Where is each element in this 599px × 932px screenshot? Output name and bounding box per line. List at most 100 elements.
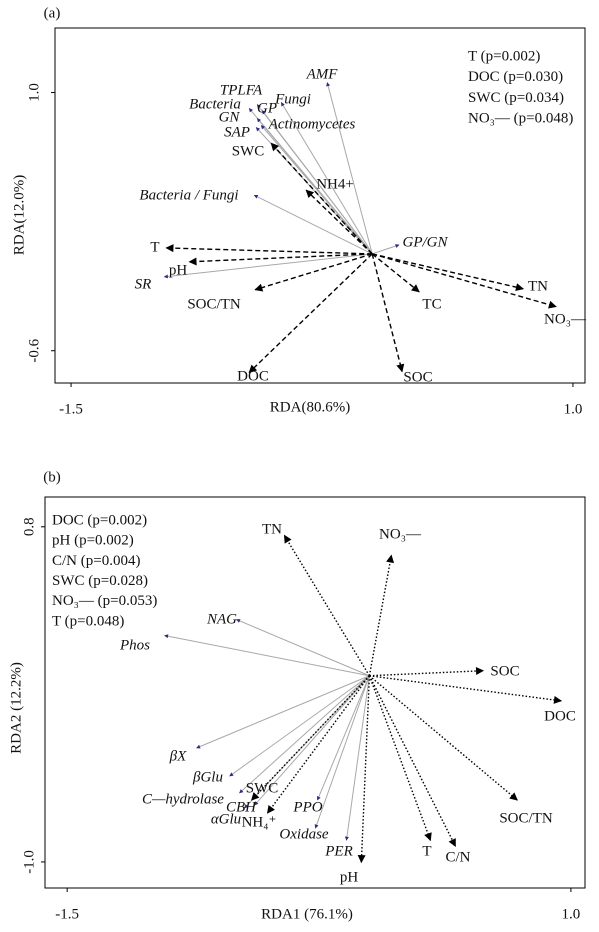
- x-axis-label: RDA1 (76.1%): [261, 906, 353, 922]
- explanatory-label: TC: [422, 296, 441, 312]
- response-arrow: [344, 675, 370, 841]
- annotation: C/N (p=0.004): [52, 553, 140, 569]
- explanatory-arrow: [270, 142, 373, 255]
- response-label: Oxidase: [279, 826, 328, 842]
- explanatory-arrow: [266, 675, 370, 814]
- explanatory-label: SOC/TN: [187, 296, 241, 312]
- annotation: DOC (p=0.002): [52, 512, 147, 528]
- explanatory-label: TN: [262, 521, 282, 537]
- explanatory-label: C/N: [445, 849, 470, 865]
- response-label: Actinomycetes: [268, 116, 356, 132]
- response-label: GP: [257, 100, 277, 116]
- explanatory-label: SWC: [246, 780, 279, 796]
- response-label: Bacteria / Fungi: [139, 187, 238, 203]
- explanatory-arrow: [372, 253, 524, 292]
- explanatory-label: DOC: [544, 708, 576, 724]
- response-arrow: [164, 634, 370, 677]
- response-arrow: [229, 675, 370, 777]
- response-label: αGlu: [211, 811, 241, 827]
- response-arrow: [261, 110, 373, 255]
- explanatory-label: SOC: [490, 663, 519, 679]
- response-arrow: [326, 82, 373, 255]
- response-arrow: [372, 244, 400, 255]
- response-arrow: [280, 102, 373, 255]
- response-label: Fungi: [274, 91, 311, 107]
- y-axis-label: RDA2 (12.2%): [8, 662, 24, 754]
- explanatory-label: T: [422, 843, 431, 859]
- response-arrow: [253, 194, 373, 255]
- annotation: DOC (p=0.030): [468, 69, 563, 85]
- panel-label: (b): [43, 469, 61, 485]
- response-label: GP/GN: [403, 234, 449, 250]
- response-arrow: [254, 675, 370, 806]
- explanatory-label: pH: [169, 262, 188, 278]
- response-arrow: [196, 675, 370, 749]
- explanatory-arrow: [368, 675, 457, 848]
- plot-frame: [44, 496, 586, 889]
- explanatory-arrow: [283, 534, 371, 677]
- response-label: SAP: [224, 124, 250, 140]
- y-tick-label: 1.0: [26, 83, 42, 102]
- response-arrow: [239, 675, 370, 794]
- annotation: T (p=0.048): [52, 613, 124, 629]
- response-label: PER: [324, 843, 353, 859]
- response-arrow: [316, 675, 370, 801]
- response-label: PPO: [292, 799, 322, 815]
- annotation: NO₃— (p=0.053): [52, 593, 157, 609]
- explanatory-label: NH4+: [316, 176, 354, 192]
- response-arrow: [236, 619, 370, 677]
- plot-frame: [54, 27, 586, 384]
- x-tick-label: -1.5: [59, 401, 83, 417]
- response-label: βX: [169, 748, 187, 764]
- y-tick-label: -0.6: [26, 338, 42, 362]
- explanatory-label: DOC: [237, 368, 269, 384]
- explanatory-label: SWC: [232, 143, 265, 159]
- x-axis-label: RDA(80.6%): [270, 399, 350, 415]
- annotation: pH (p=0.002): [52, 533, 134, 549]
- explanatory-arrow: [165, 244, 373, 255]
- explanatory-arrow: [254, 253, 373, 292]
- response-arrow: [314, 675, 370, 829]
- explanatory-label: pH: [340, 869, 359, 885]
- y-tick-label: -1.0: [21, 850, 37, 874]
- explanatory-label: NO₃—: [379, 526, 422, 542]
- annotation: SWC (p=0.034): [468, 90, 564, 106]
- explanatory-arrow: [250, 675, 370, 801]
- explanatory-label: TN: [528, 278, 548, 294]
- response-label: GN: [219, 109, 241, 125]
- annotation: NO₃— (p=0.048): [468, 111, 573, 127]
- explanatory-arrow: [369, 675, 563, 704]
- annotation: SWC (p=0.028): [52, 573, 148, 589]
- response-arrow: [163, 253, 373, 279]
- explanatory-arrow: [369, 667, 485, 677]
- explanatory-arrow: [368, 675, 432, 842]
- response-arrow: [260, 124, 373, 255]
- explanatory-arrow: [371, 253, 405, 373]
- response-label: Bacteria: [189, 96, 241, 112]
- explanatory-arrow: [368, 554, 395, 676]
- response-label: Phos: [119, 637, 150, 653]
- explanatory-arrow: [368, 675, 518, 801]
- explanatory-arrow: [305, 189, 373, 255]
- explanatory-arrow: [371, 253, 420, 293]
- response-label: βGlu: [192, 769, 223, 785]
- response-label: TPLFA: [220, 82, 263, 98]
- y-tick-label: 0.8: [21, 517, 37, 536]
- response-label: NAG: [206, 611, 237, 627]
- response-label: AMF: [306, 66, 339, 82]
- y-axis-label: RDA(12.0%): [11, 175, 27, 255]
- x-tick-label: 1.0: [562, 906, 581, 922]
- response-label: C—hydrolase: [142, 791, 224, 807]
- response-label: CBH: [226, 799, 257, 815]
- explanatory-label: SOC: [403, 369, 432, 385]
- explanatory-label: NO₃—: [544, 311, 587, 327]
- annotation: T (p=0.002): [468, 48, 540, 64]
- explanatory-label: T: [150, 239, 159, 255]
- x-tick-label: -1.5: [55, 906, 79, 922]
- explanatory-arrow: [248, 253, 373, 374]
- x-tick-label: 1.0: [564, 401, 583, 417]
- explanatory-arrow: [188, 253, 373, 266]
- panel-label: (a): [44, 5, 61, 21]
